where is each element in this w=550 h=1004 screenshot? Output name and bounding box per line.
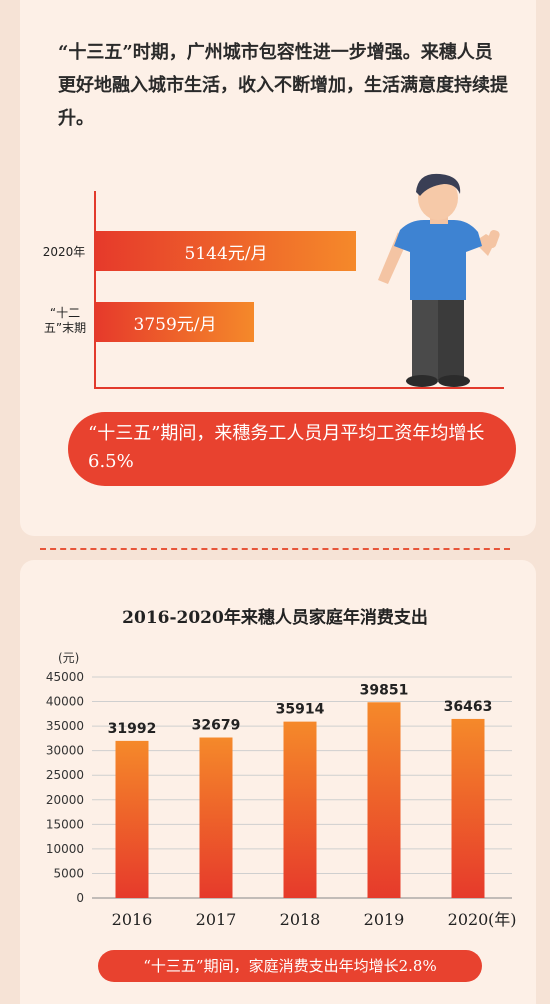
y-tick-label-30000: 30000 <box>46 744 84 758</box>
bar-2020 <box>451 718 485 898</box>
y-unit-label: (元) <box>58 651 79 665</box>
bar-value-label-2019: 39851 <box>360 682 409 698</box>
bar-2019 <box>367 702 401 898</box>
intro-paragraph: “十三五”时期，广州城市包容性进一步增强。来穗人员更好地融入城市生活，收入不断增… <box>58 42 508 129</box>
dashed-divider <box>40 548 510 550</box>
y-tick-label-25000: 25000 <box>46 768 84 782</box>
right-notch <box>525 537 547 559</box>
bar-value-label-2020: 36463 <box>444 699 493 715</box>
y-tick-label-0: 0 <box>76 891 84 905</box>
worker-illustration <box>378 173 500 387</box>
wage-value-2020: 5144元/月 <box>184 243 268 264</box>
x-tick-label-2018: 2018 <box>280 910 321 929</box>
wage-bar-2020: 5144元/月 <box>96 231 356 271</box>
wage-category-2020: 2020年 <box>42 245 86 259</box>
x-tick-label-2016: 2016 <box>112 910 153 929</box>
x-unit-label: (年) <box>488 910 517 929</box>
spending-growth-banner <box>98 950 482 982</box>
y-tick-label-35000: 35000 <box>46 719 84 733</box>
y-tick-label-5000: 5000 <box>53 866 84 880</box>
wage-growth-text: “十三五”期间，来穗务工人员月平均工资年均增长6.5% <box>88 423 485 472</box>
wage-category-12th-plan: “十二五”末期 <box>43 306 87 335</box>
bar-2016 <box>115 740 149 898</box>
wage-bar-12th-plan: 3759元/月 <box>96 302 254 342</box>
left-notch <box>9 537 31 559</box>
chart-title: 2016-2020年来穗人员家庭年消费支出 <box>122 608 428 628</box>
wage-chart-y-axis <box>94 191 96 389</box>
bar-value-label-2018: 35914 <box>276 702 325 718</box>
y-tick-label-20000: 20000 <box>46 793 84 807</box>
y-tick-label-40000: 40000 <box>46 695 84 709</box>
bar-2018 <box>283 721 317 898</box>
y-tick-label-15000: 15000 <box>46 817 84 831</box>
bar-2017 <box>199 737 233 898</box>
bar-value-label-2017: 32679 <box>192 718 241 734</box>
wage-chart-x-axis <box>94 387 504 389</box>
x-tick-label-2019: 2019 <box>364 910 405 929</box>
spending-growth-text: “十三五”期间，家庭消费支出年均增长2.8% <box>143 957 437 975</box>
x-tick-label-2020: 2020 <box>448 910 489 929</box>
x-tick-label-2017: 2017 <box>196 910 237 929</box>
wage-growth-banner <box>68 412 516 486</box>
y-tick-label-10000: 10000 <box>46 842 84 856</box>
bar-value-label-2016: 31992 <box>108 721 157 737</box>
y-tick-label-45000: 45000 <box>46 670 84 684</box>
bottom-card <box>20 560 536 1004</box>
wage-value-12th-plan: 3759元/月 <box>133 314 217 335</box>
